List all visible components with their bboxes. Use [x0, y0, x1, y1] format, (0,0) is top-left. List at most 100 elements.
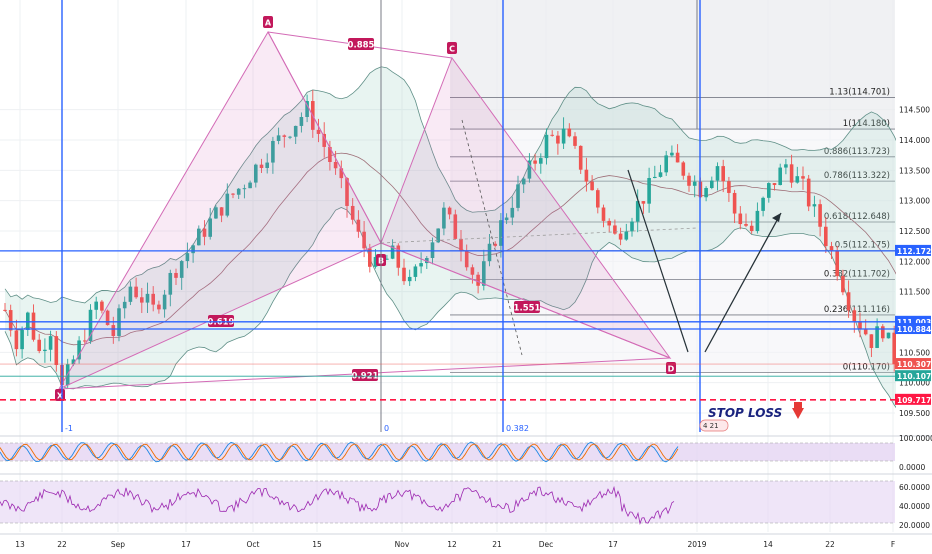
fib-level-label: 1(114.180): [843, 119, 890, 129]
candle-body: [202, 228, 207, 237]
candle-body: [328, 146, 332, 162]
candle-body: [829, 246, 834, 252]
candle-body: [214, 207, 218, 219]
candle-body: [812, 204, 817, 207]
candle-body: [886, 332, 891, 339]
candle-body: [425, 258, 429, 264]
osc1-k-line: [0, 441, 679, 463]
candle-body: [122, 301, 127, 309]
candle-body: [567, 128, 572, 137]
vertical-line-label: -1: [65, 424, 73, 433]
time-tick: Nov: [395, 540, 410, 549]
price-badge: [895, 358, 931, 370]
candle-body: [824, 226, 828, 247]
price-tick: 112.000: [899, 257, 930, 266]
pattern-guide: [380, 227, 698, 244]
pattern-bd: [380, 242, 671, 359]
osc2-tick: 40.0000: [899, 502, 930, 511]
price-tick: 114.500: [899, 106, 930, 115]
fib-level-label: 0.886(113.723): [824, 147, 890, 157]
candle-body: [316, 129, 321, 134]
candle-body: [20, 329, 24, 350]
candle-body: [573, 136, 577, 146]
candle-body: [710, 180, 714, 188]
projection-arrow-head: [772, 213, 781, 222]
time-tick: 14: [763, 540, 773, 549]
candle-body: [248, 182, 252, 189]
fib-level-label: 0(110.170): [843, 362, 890, 372]
candle-body: [835, 251, 839, 277]
candle-body: [322, 133, 326, 147]
candle-body: [670, 152, 674, 156]
osc1-d-line: [0, 443, 679, 461]
candle-body: [755, 210, 760, 232]
candle-body: [482, 261, 486, 286]
time-tick: 21: [492, 540, 502, 549]
candle-body: [140, 297, 144, 303]
candle-body: [801, 176, 805, 179]
candle-body: [539, 158, 543, 164]
candle-body: [818, 204, 822, 227]
candle-body: [675, 152, 680, 163]
candle-body: [772, 183, 777, 186]
candle-body: [544, 134, 549, 159]
candle-body: [892, 332, 896, 365]
price-tick: 112.500: [899, 227, 930, 236]
candle-body: [869, 334, 874, 348]
candle-body: [436, 228, 440, 243]
price-tick: 113.000: [899, 197, 930, 206]
candle-body: [83, 340, 87, 342]
pattern-guide-2: [461, 119, 523, 356]
candle-body: [333, 161, 338, 169]
time-tick: 13: [15, 540, 25, 549]
candle-body: [858, 321, 862, 330]
candle-body: [453, 214, 458, 239]
candle-body: [157, 304, 161, 310]
candle-body: [3, 309, 7, 311]
candle-body: [732, 192, 737, 214]
fib-level-label: 0.236(111.116): [824, 305, 890, 315]
time-tick: 12: [447, 540, 457, 549]
candle-body: [875, 326, 879, 348]
candle-body: [368, 248, 372, 267]
candle-body: [48, 336, 53, 350]
candle-body: [841, 276, 845, 293]
price-badge: [895, 315, 931, 327]
candle-body: [596, 190, 600, 208]
candle-body: [607, 220, 611, 226]
time-tick: 15: [312, 540, 322, 549]
candle-body: [100, 301, 104, 311]
candle-body: [556, 135, 560, 144]
candle-body: [271, 140, 275, 163]
price-tick: 110.500: [899, 348, 930, 357]
ratio-label: 1.551: [514, 304, 541, 314]
candle-body: [464, 251, 469, 268]
time-tick: Oct: [247, 540, 260, 549]
vertical-line-label: 0.382: [506, 424, 529, 433]
candle-body: [191, 245, 195, 254]
time-tick: 22: [57, 540, 67, 549]
candle-body: [276, 135, 281, 141]
candle-body: [254, 164, 258, 183]
candle-body: [846, 292, 851, 311]
candle-body: [578, 145, 583, 170]
candle-body: [601, 207, 606, 221]
candle-body: [208, 218, 212, 237]
candle-body: [293, 125, 298, 137]
candle-body: [413, 266, 418, 277]
candle-body: [852, 310, 857, 322]
candle-body: [470, 267, 475, 275]
stop-loss-arrow-stem: [794, 402, 802, 409]
candle-body: [179, 261, 184, 278]
candle-body: [145, 293, 150, 303]
candle-body: [715, 166, 720, 181]
price-badge: [895, 370, 931, 382]
stop-loss-label: STOP LOSS: [708, 406, 782, 420]
candle-body: [225, 193, 230, 216]
point-label: C: [449, 45, 455, 54]
price-badge-label: 109.717: [897, 396, 931, 405]
drawing-lines: -1 0 0.382: [0, 0, 895, 433]
candle-body: [430, 242, 435, 259]
